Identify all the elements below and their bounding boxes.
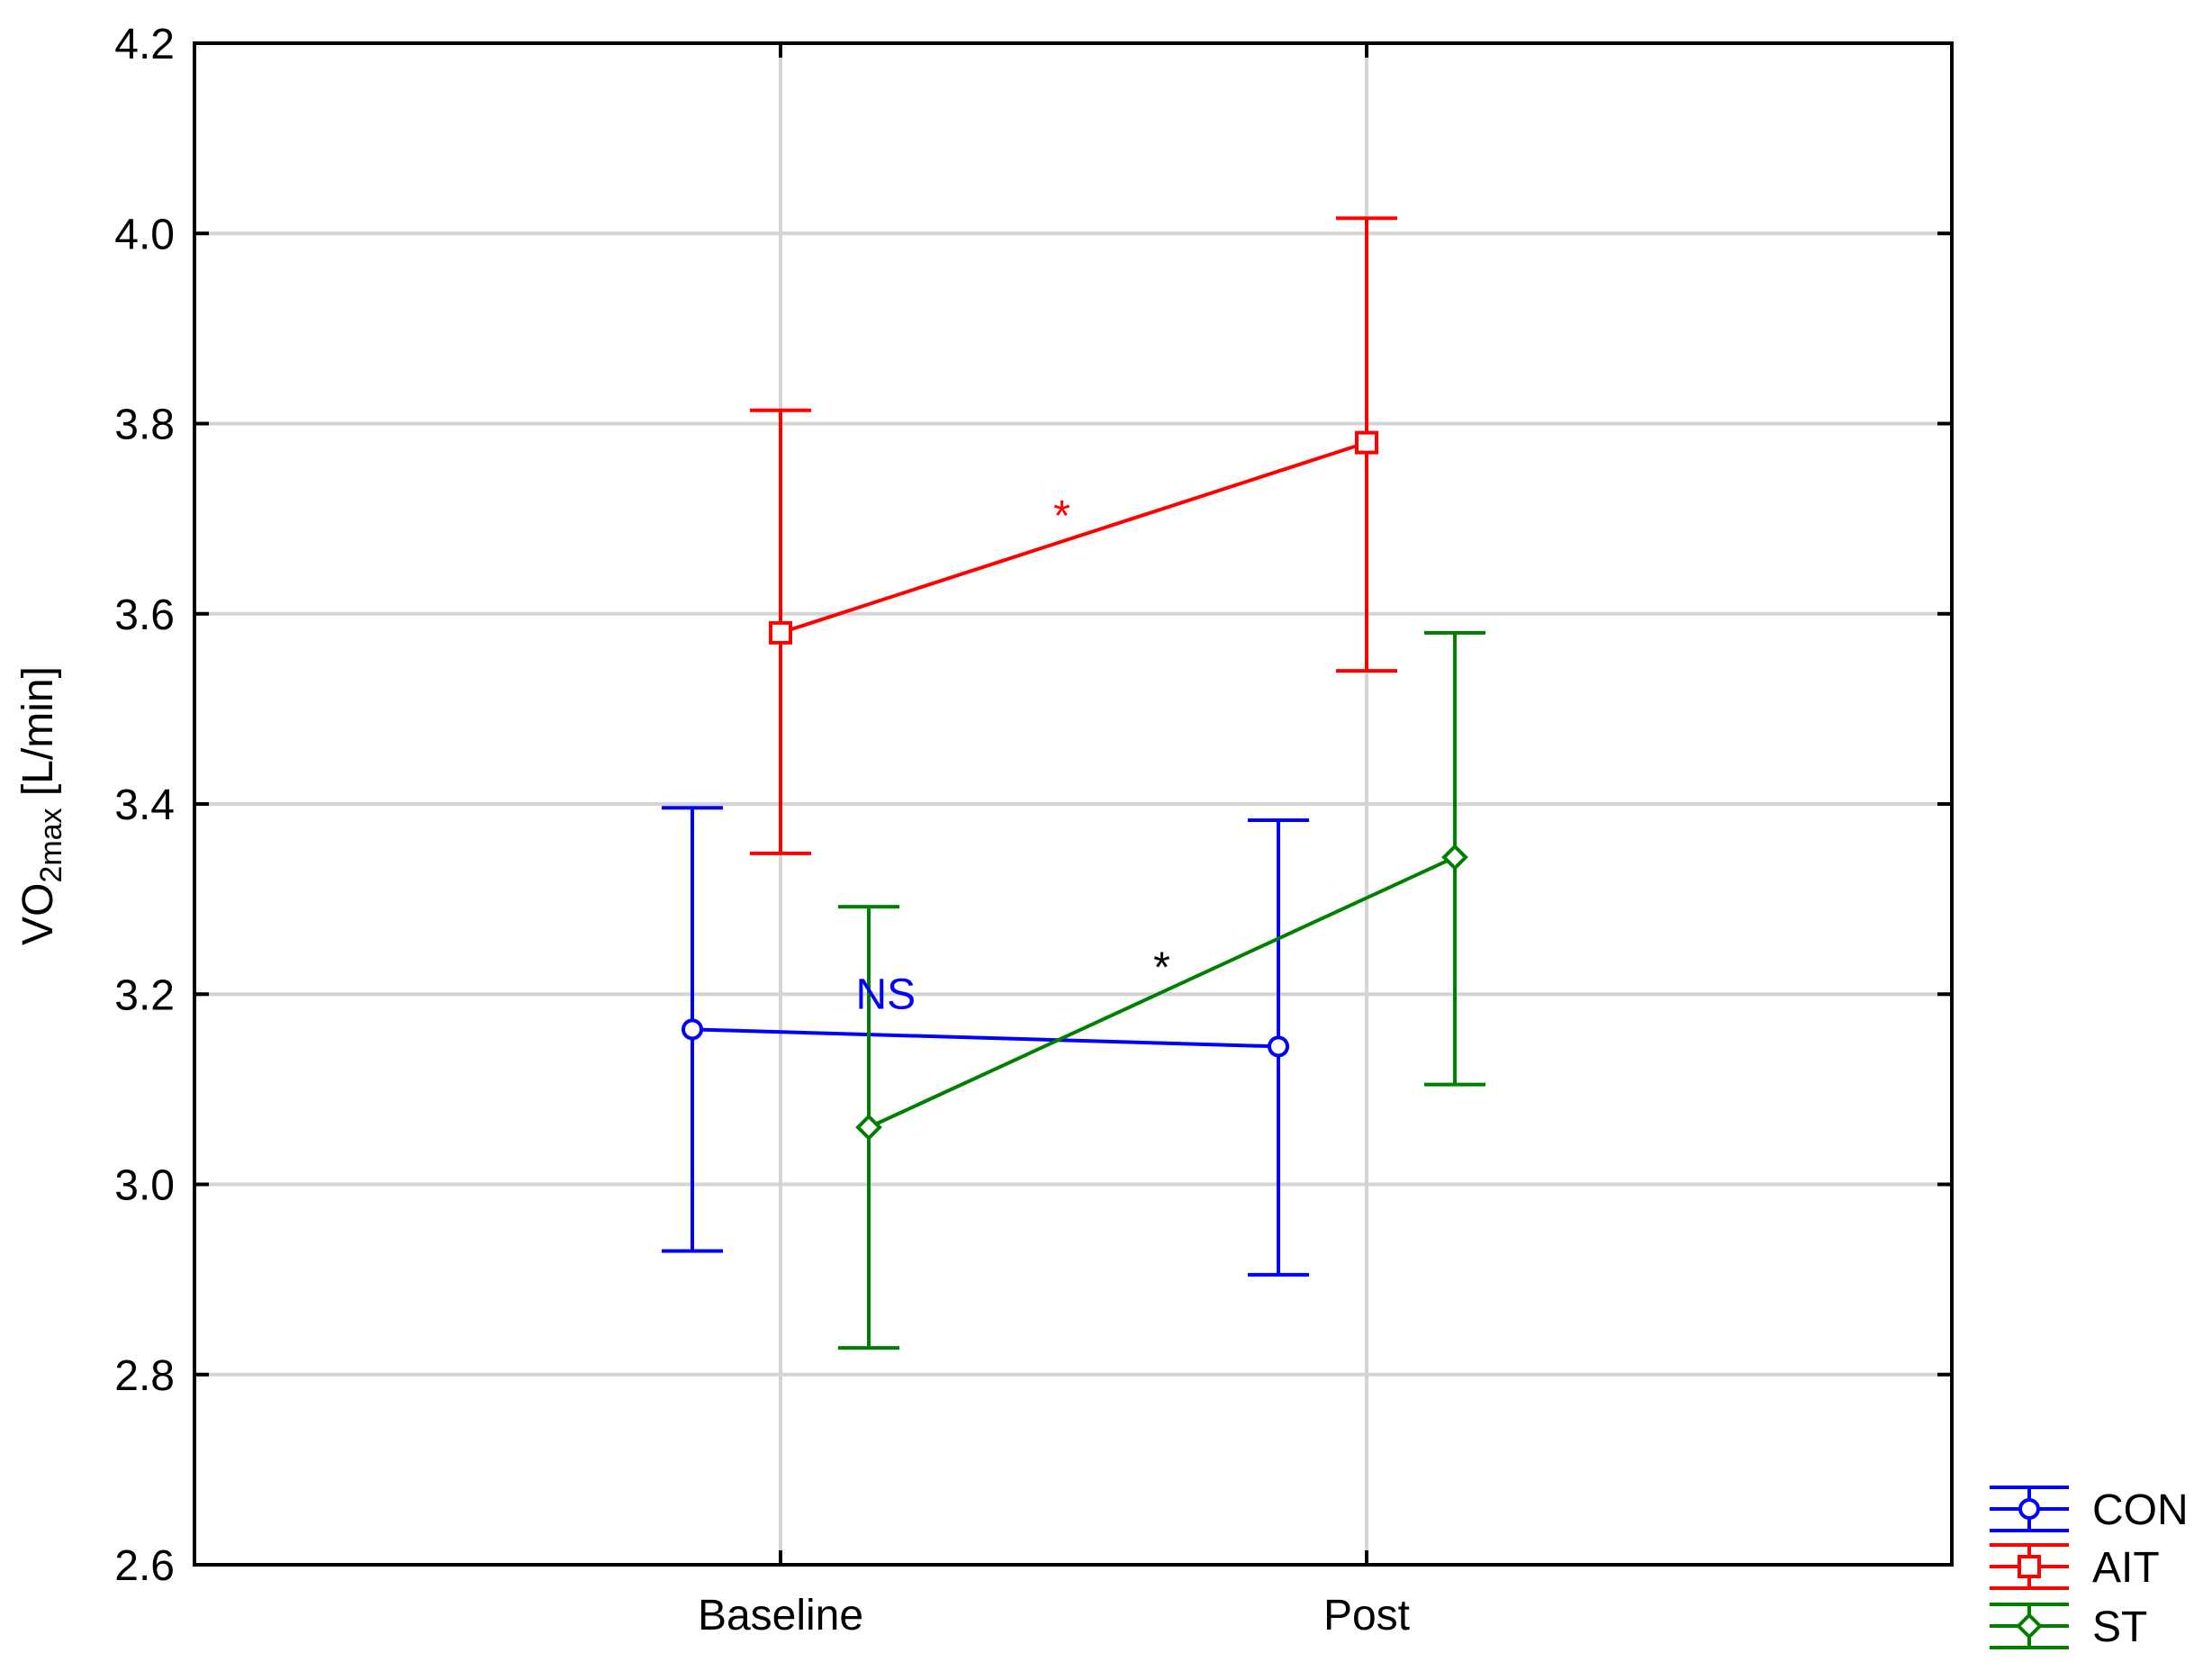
legend-item-con: CON [1990,1486,2189,1534]
y-axis-tick-labels: 2.6 2.8 3.0 3.2 3.4 3.6 3.8 4.0 4.2 [114,21,175,1590]
y-tick-label: 3.8 [114,402,175,449]
axis-ticks [194,41,1952,1567]
data-point-square [1355,430,1378,455]
y-tick-label: 2.8 [114,1352,175,1400]
series-line [868,855,1456,1129]
series-ait [750,216,1397,855]
data-point-square [769,620,792,645]
y-axis-title-unit: [L/min] [14,666,62,808]
legend-marker-circle [2018,1498,2040,1520]
data-point-diamond [1441,844,1468,871]
annotation-ns: NS [855,971,916,1018]
y-axis-title-subscript: 2max [34,808,68,882]
legend-label: AIT [2092,1544,2160,1592]
legend-label: CON [2092,1486,2189,1534]
legend-marker-diamond [2016,1612,2043,1639]
y-axis-title-main: VO [14,883,62,945]
legend-item-st: ST [1990,1603,2147,1651]
y-tick-label: 2.6 [114,1542,175,1590]
annotations: * NS * [855,492,1169,1018]
data-point-diamond [855,1114,882,1141]
y-tick-label: 4.0 [114,211,175,258]
y-tick-label: 3.4 [114,781,175,829]
legend-marker-square [2018,1555,2041,1578]
x-tick-label: Post [1323,1592,1410,1639]
annotation-significance-star: * [1153,944,1170,992]
series-layer [662,216,1485,1350]
data-point-circle [682,1018,703,1041]
x-axis-tick-labels: Baseline Post [698,1592,1410,1639]
x-tick-label: Baseline [698,1592,863,1639]
series-st [838,630,1485,1350]
grid [194,43,1952,1565]
legend-item-ait: AIT [1990,1543,2160,1592]
legend: CON AIT ST [1990,1486,2189,1651]
series-line [780,440,1368,635]
data-point-circle [1268,1035,1289,1058]
legend-label: ST [2092,1603,2147,1651]
series-con [662,806,1309,1277]
y-tick-label: 3.2 [114,971,175,1019]
y-tick-label: 3.0 [114,1162,175,1210]
series-line [691,1027,1279,1049]
y-tick-label: 3.6 [114,592,175,639]
y-axis-title: VO2max [L/min] [14,666,68,945]
y-tick-label: 4.2 [114,21,175,68]
annotation-significance-star: * [1053,492,1070,540]
